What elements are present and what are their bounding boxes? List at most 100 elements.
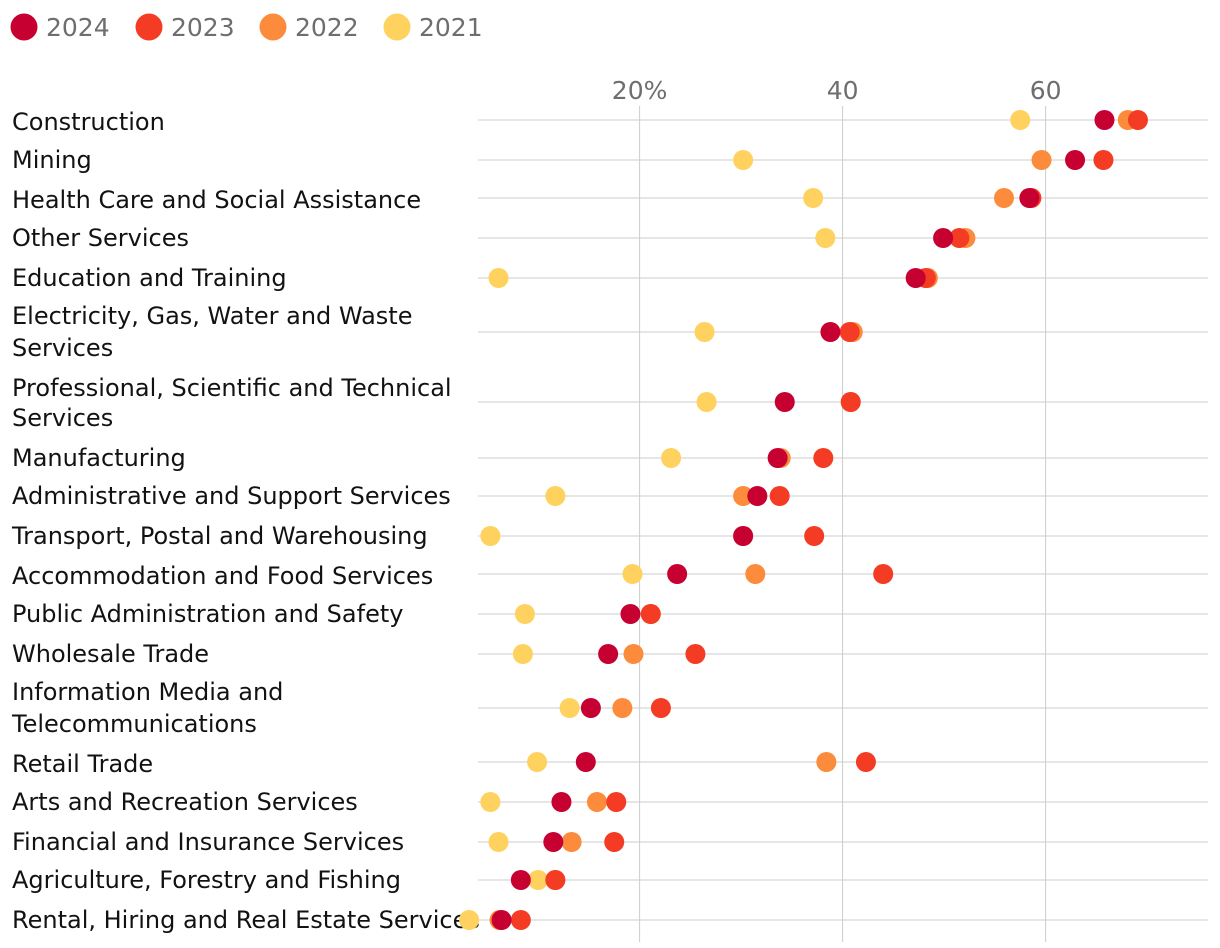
dot-2024-information-media-and-telecommunications <box>580 698 601 718</box>
category-label: Electricity, Gas, Water and Waste Service… <box>12 302 412 362</box>
dot-2024-health-care-and-social-assistance <box>1019 188 1040 208</box>
dot-2021-mining <box>733 150 754 170</box>
legend-label-2023: 2023 <box>171 13 235 42</box>
dot-2021-transport-postal-and-warehousing <box>480 526 501 546</box>
dot-2023-information-media-and-telecommunications <box>650 698 671 718</box>
row-mining: Mining <box>12 146 1208 174</box>
row-professional-scientific-and-technical-services: Professional, Scientific and Technical Se… <box>12 374 1208 432</box>
dot-2023-public-administration-and-safety <box>640 604 661 624</box>
dot-2023-other-services <box>949 228 970 248</box>
category-label: Manufacturing <box>12 444 186 472</box>
dot-2021-electricity-gas-water-and-waste-services <box>694 322 715 342</box>
legend-label-2024: 2024 <box>46 13 110 42</box>
category-label-line: Professional, Scientific and Technical <box>12 374 452 402</box>
category-label-line: Services <box>12 334 113 362</box>
dot-2022-financial-and-insurance-services <box>561 832 582 852</box>
category-label: Public Administration and Safety <box>12 600 403 628</box>
legend-label-2021: 2021 <box>419 13 483 42</box>
dot-2021-financial-and-insurance-services <box>488 832 509 852</box>
grid <box>639 106 1047 942</box>
row-agriculture-forestry-and-fishing: Agriculture, Forestry and Fishing <box>12 866 1208 894</box>
category-label: Professional, Scientific and Technical Se… <box>12 374 452 432</box>
legend-marker-2023 <box>135 13 163 41</box>
dot-2023-rental-hiring-and-real-estate-services <box>510 910 531 930</box>
dot-2023-accommodation-and-food-services <box>873 564 894 584</box>
legend: 2024 2023 2022 2021 <box>10 13 483 42</box>
category-label: Information Media and Telecommunications <box>11 678 283 738</box>
dot-2023-financial-and-insurance-services <box>604 832 625 852</box>
dot-2021-professional-scientific-and-technical-services <box>696 392 717 412</box>
category-label: Other Services <box>12 224 189 252</box>
dot-2024-transport-postal-and-warehousing <box>733 526 754 546</box>
dot-2021-public-administration-and-safety <box>514 604 535 624</box>
x-tick-label-40: 40 <box>827 76 859 105</box>
category-label-line: Services <box>12 404 113 432</box>
dot-2021-rental-hiring-and-real-estate-services <box>459 910 480 930</box>
category-label: Financial and Insurance Services <box>12 828 404 856</box>
category-label: Wholesale Trade <box>12 640 209 668</box>
category-label: Health Care and Social Assistance <box>12 186 421 214</box>
dot-2023-mining <box>1093 150 1114 170</box>
dot-2024-electricity-gas-water-and-waste-services <box>820 322 841 342</box>
dot-2023-retail-trade <box>855 752 876 772</box>
legend-label-2022: 2022 <box>295 13 359 42</box>
dot-2021-education-and-training <box>488 268 509 288</box>
row-construction: Construction <box>12 108 1208 136</box>
category-label: Arts and Recreation Services <box>12 788 358 816</box>
dot-2024-financial-and-insurance-services <box>543 832 564 852</box>
dot-2021-accommodation-and-food-services <box>622 564 643 584</box>
legend-item-2024: 2024 <box>10 13 110 42</box>
dot-2022-retail-trade <box>816 752 837 772</box>
legend-marker-2022 <box>259 13 287 41</box>
row-electricity-gas-water-and-waste-services: Electricity, Gas, Water and Waste Service… <box>12 302 1208 362</box>
row-financial-and-insurance-services: Financial and Insurance Services <box>12 828 1208 856</box>
legend-marker-2021 <box>383 13 411 41</box>
category-label: Transport, Postal and Warehousing <box>11 522 428 550</box>
dot-2024-professional-scientific-and-technical-services <box>774 392 795 412</box>
row-accommodation-and-food-services: Accommodation and Food Services <box>12 562 1208 590</box>
dot-2024-administrative-and-support-services <box>747 486 768 506</box>
legend-item-2022: 2022 <box>259 13 359 42</box>
category-label: Administrative and Support Services <box>12 482 451 510</box>
row-wholesale-trade: Wholesale Trade <box>12 640 1208 668</box>
dot-2021-agriculture-forestry-and-fishing <box>528 870 549 890</box>
dot-2021-wholesale-trade <box>512 644 533 664</box>
dot-2022-health-care-and-social-assistance <box>993 188 1014 208</box>
dot-2022-mining <box>1031 150 1052 170</box>
dot-2021-manufacturing <box>661 448 682 468</box>
dot-2022-arts-and-recreation-services <box>586 792 607 812</box>
x-tick-label-20: 20% <box>612 76 668 105</box>
dot-2024-retail-trade <box>575 752 596 772</box>
dot-2021-information-media-and-telecommunications <box>559 698 580 718</box>
dot-2023-transport-postal-and-warehousing <box>804 526 825 546</box>
dot-2021-arts-and-recreation-services <box>480 792 501 812</box>
category-label-line: Telecommunications <box>11 710 257 738</box>
dot-2023-administrative-and-support-services <box>769 486 790 506</box>
category-label-line: Information Media and <box>12 678 283 706</box>
category-label: Accommodation and Food Services <box>12 562 433 590</box>
row-information-media-and-telecommunications: Information Media and Telecommunications <box>11 678 1208 738</box>
dot-2024-rental-hiring-and-real-estate-services <box>491 910 512 930</box>
dot-2024-education-and-training <box>905 268 926 288</box>
dot-2024-manufacturing <box>767 448 788 468</box>
category-label: Mining <box>12 146 92 174</box>
row-rental-hiring-and-real-estate-services: Rental, Hiring and Real Estate Services <box>12 906 1208 934</box>
category-label: Rental, Hiring and Real Estate Services <box>12 906 480 934</box>
row-arts-and-recreation-services: Arts and Recreation Services <box>12 788 1208 816</box>
category-label: Retail Trade <box>12 750 153 778</box>
dot-2023-construction <box>1127 110 1148 130</box>
row-other-services: Other Services <box>12 224 1208 252</box>
dot-2021-other-services <box>815 228 836 248</box>
dot-2022-information-media-and-telecommunications <box>612 698 633 718</box>
dot-2024-accommodation-and-food-services <box>667 564 688 584</box>
dot-2021-administrative-and-support-services <box>545 486 566 506</box>
row-retail-trade: Retail Trade <box>12 750 1208 778</box>
dot-2023-manufacturing <box>813 448 834 468</box>
dot-2024-construction <box>1094 110 1115 130</box>
dot-2023-professional-scientific-and-technical-services <box>840 392 861 412</box>
dot-2024-wholesale-trade <box>598 644 619 664</box>
dot-2021-health-care-and-social-assistance <box>803 188 824 208</box>
dot-2023-electricity-gas-water-and-waste-services <box>839 322 860 342</box>
row-administrative-and-support-services: Administrative and Support Services <box>12 482 1208 510</box>
dot-2024-public-administration-and-safety <box>620 604 641 624</box>
